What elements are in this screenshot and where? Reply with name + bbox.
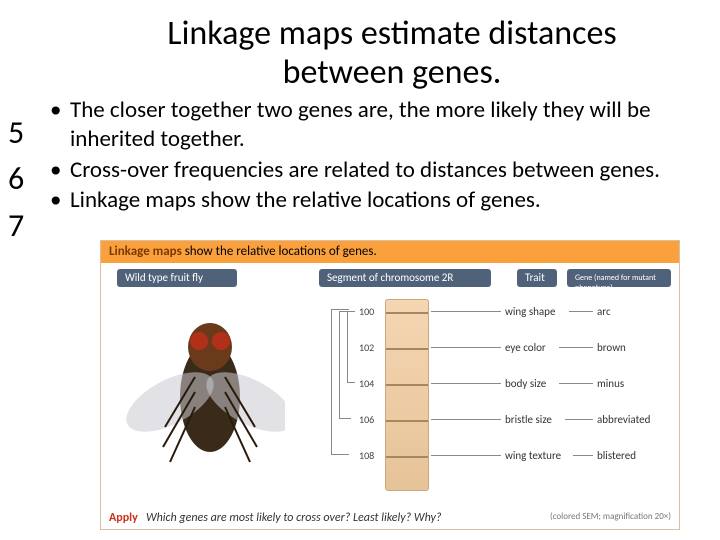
col-header-gene: Gene (named for mutant phenotype) (567, 269, 671, 287)
connector (559, 347, 593, 348)
connector (431, 419, 501, 420)
connector (431, 455, 501, 456)
side-number: 6 (8, 156, 24, 202)
title-line1: Linkage maps estimate distances (167, 13, 616, 54)
gene-label: arc (597, 305, 611, 318)
figure-body: Wild type fruit fly Segment of chromosom… (101, 263, 679, 503)
connector (431, 311, 501, 312)
trait-label: body size (505, 377, 546, 390)
col-header-trait: Trait (517, 269, 557, 287)
gene-label: minus (597, 377, 624, 390)
chromosome-segment (385, 299, 429, 491)
page-title: Linkage maps estimate distances between … (92, 14, 692, 92)
col-header-chromosome: Segment of chromosome 2R (319, 269, 491, 287)
trait-label: wing shape (505, 305, 555, 318)
fruit-fly-image (115, 297, 285, 477)
tick-label: 102 (359, 341, 374, 354)
apply-label: Apply (109, 511, 138, 525)
apply-question: Which genes are most likely to cross ove… (146, 511, 442, 525)
side-number: 7 (8, 203, 24, 249)
gene-label: blistered (597, 449, 636, 462)
tick-label: 108 (359, 449, 374, 462)
connector (559, 383, 593, 384)
bracket-inner (347, 311, 355, 383)
gene-label: brown (597, 341, 626, 354)
linkage-map-figure: Linkage maps show the relative locations… (100, 240, 680, 530)
figure-header-bold: Linkage maps (109, 244, 182, 259)
col-header-fly: Wild type fruit fly (117, 269, 237, 287)
figure-header: Linkage maps show the relative locations… (101, 241, 679, 263)
gene-label: abbreviated (597, 413, 650, 426)
tick-label: 104 (359, 377, 374, 390)
title-line2: between genes. (283, 52, 502, 93)
side-number-list: 5 6 7 (8, 110, 24, 249)
figure-header-rest: show the relative locations of genes. (182, 244, 377, 259)
connector (431, 347, 501, 348)
bullet-item: Linkage maps show the relative locations… (46, 186, 696, 215)
connector (569, 311, 593, 312)
connector (431, 383, 501, 384)
bullet-item: Cross-over frequencies are related to di… (46, 156, 696, 185)
apply-prompt: Apply Which genes are most likely to cro… (109, 511, 441, 525)
side-number: 5 (8, 110, 24, 156)
figure-caption: (colored SEM; magnification 20×) (550, 511, 671, 525)
bullet-list: The closer together two genes are, the m… (46, 96, 696, 217)
figure-footer: Apply Which genes are most likely to cro… (109, 511, 671, 525)
connector (565, 419, 593, 420)
trait-label: wing texture (505, 449, 561, 462)
tick-label: 100 (359, 305, 374, 318)
connector (573, 455, 593, 456)
trait-label: bristle size (505, 413, 552, 426)
trait-label: eye color (505, 341, 546, 354)
tick-label: 106 (359, 413, 374, 426)
bullet-item: The closer together two genes are, the m… (46, 96, 696, 154)
